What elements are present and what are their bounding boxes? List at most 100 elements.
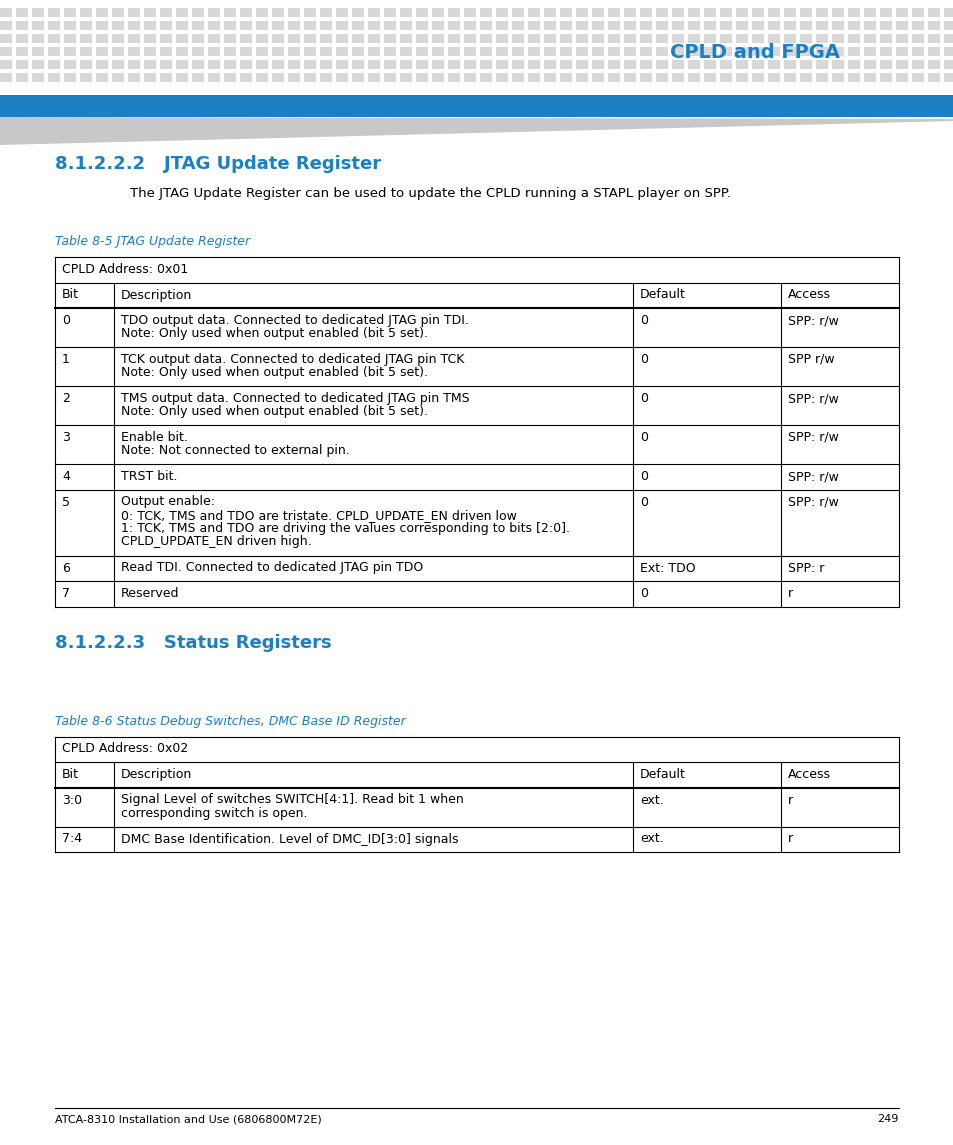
Bar [272,73,284,82]
Bar [224,47,235,56]
Bar [304,8,315,17]
Bar [144,34,156,44]
Text: 1: 1 [62,353,70,366]
Bar [639,47,651,56]
Bar [847,8,859,17]
Bar [335,21,348,30]
Bar [943,34,953,44]
Bar [527,60,539,69]
Bar [463,73,476,82]
Bar [160,8,172,17]
Bar [192,73,204,82]
Bar [911,8,923,17]
Bar [175,47,188,56]
Bar [751,73,763,82]
Bar [656,21,667,30]
Bar [927,73,939,82]
Bar [559,34,572,44]
Bar [448,34,459,44]
Text: Default: Default [639,289,685,301]
Bar [64,73,76,82]
Bar [943,60,953,69]
Text: SPP: r/w: SPP: r/w [787,314,838,327]
Bar [192,60,204,69]
Bar [32,34,44,44]
Bar [208,73,220,82]
Bar [272,8,284,17]
Bar [352,47,364,56]
Text: Default: Default [639,768,685,781]
Text: 3:0: 3:0 [62,793,82,806]
Bar [32,60,44,69]
Bar [80,60,91,69]
Bar [751,60,763,69]
Bar [80,21,91,30]
Bar [527,8,539,17]
Text: 7:4: 7:4 [62,832,82,845]
Text: SPP: r/w: SPP: r/w [787,496,838,508]
Bar [288,8,299,17]
Bar [639,60,651,69]
Bar [687,73,700,82]
Bar [32,73,44,82]
Bar [288,73,299,82]
Bar [543,73,556,82]
Bar [687,47,700,56]
Bar [927,60,939,69]
Text: 0: 0 [639,431,647,444]
Bar [800,60,811,69]
Bar [255,34,268,44]
Text: 0: 0 [639,469,647,483]
Text: CPLD and FPGA: CPLD and FPGA [669,42,840,62]
Bar [448,47,459,56]
Bar [55,283,898,308]
Bar [911,34,923,44]
Bar [319,8,332,17]
Text: CPLD Address: 0x02: CPLD Address: 0x02 [62,742,188,756]
Bar [55,347,898,386]
Bar [607,47,619,56]
Bar [479,21,492,30]
Bar [224,34,235,44]
Bar [831,34,843,44]
Bar [863,34,875,44]
Bar [543,60,556,69]
Text: Note: Only used when output enabled (bit 5 set).: Note: Only used when output enabled (bit… [121,366,428,379]
Bar [623,47,636,56]
Bar [55,490,898,555]
Bar [720,73,731,82]
Bar [895,8,907,17]
Bar [479,34,492,44]
Bar [55,788,898,827]
Bar [639,8,651,17]
Bar [607,60,619,69]
Bar [496,47,507,56]
Bar [543,21,556,30]
Bar [432,60,443,69]
Text: 0: 0 [639,392,647,405]
Bar [384,60,395,69]
Bar [160,21,172,30]
Bar [128,47,140,56]
Bar [943,21,953,30]
Text: 8.1.2.2.3   Status Registers: 8.1.2.2.3 Status Registers [55,634,332,653]
Bar [288,34,299,44]
Bar [656,8,667,17]
Bar [671,8,683,17]
Bar [543,47,556,56]
Bar [32,8,44,17]
Bar [272,60,284,69]
Bar [224,21,235,30]
Bar [432,73,443,82]
Bar [512,8,523,17]
Bar [463,60,476,69]
Bar [192,21,204,30]
Bar [735,47,747,56]
Bar [927,47,939,56]
Bar [800,21,811,30]
Text: 3: 3 [62,431,70,444]
Bar [879,73,891,82]
Text: TCK output data. Connected to dedicated JTAG pin TCK: TCK output data. Connected to dedicated … [121,353,464,366]
Bar [943,8,953,17]
Bar [224,8,235,17]
